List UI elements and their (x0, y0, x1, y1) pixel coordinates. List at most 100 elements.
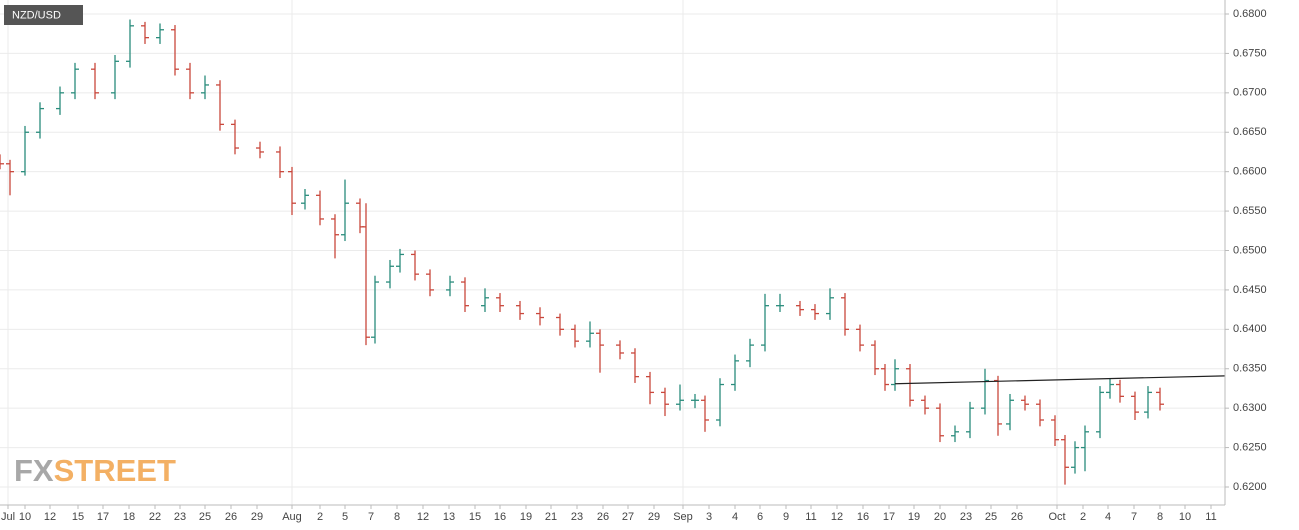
ohlc-bar (871, 340, 879, 376)
x-tick-label: 3 (706, 511, 712, 523)
ohlc-bar (994, 375, 1002, 436)
marks (0, 19, 1226, 485)
x-tick-label: Jul (1, 511, 15, 523)
ohlc-bar (1106, 378, 1114, 399)
ohlc-bar (536, 307, 544, 326)
y-tick-label: 0.6450 (1233, 284, 1267, 296)
x-tick-label: 7 (1131, 511, 1137, 523)
logo-prefix: FX (14, 453, 54, 488)
ohlc-bar (21, 125, 29, 176)
x-tick-label: 6 (757, 511, 763, 523)
ohlc-bar (796, 300, 804, 316)
y-tick-label: 0.6700 (1233, 87, 1267, 99)
ohlc-bar (841, 293, 849, 336)
x-tick-label: 12 (44, 511, 56, 523)
x-tick-label: 29 (648, 511, 660, 523)
x-tick-label: 15 (469, 511, 481, 523)
ohlc-bar (516, 300, 524, 320)
ohlc-bar (856, 324, 864, 352)
x-tick-label: 11 (1205, 511, 1216, 523)
ohlc-bar (231, 119, 239, 155)
ohlc-bar (216, 80, 224, 131)
y-tick-label: 0.6300 (1233, 402, 1267, 414)
ohlc-bar (921, 395, 929, 415)
ohlc-bar (761, 293, 769, 352)
ohlc-bar (276, 146, 284, 178)
ohlc-bar (481, 288, 489, 312)
ohlc-bar (396, 248, 404, 273)
ohlc-bar (171, 25, 179, 76)
ohlc-bar (426, 269, 434, 297)
ohlc-bar (362, 203, 370, 346)
ohlc-bar (1006, 393, 1014, 431)
x-tick-label: 21 (545, 511, 557, 523)
x-tick-label: 10 (1179, 511, 1191, 523)
ohlc-bar (881, 364, 889, 391)
ohlc-bar (36, 102, 44, 139)
x-tick-label: 12 (417, 511, 429, 523)
ohlc-bar (316, 190, 324, 226)
ohlc-bar (1096, 386, 1104, 439)
x-tick-label: 29 (251, 511, 263, 523)
ohlc-bar (411, 250, 419, 281)
logo-suffix: STREET (54, 453, 176, 488)
ohlc-bar (826, 288, 834, 320)
ohlc-bar (556, 313, 564, 336)
x-tick-label: 4 (732, 511, 738, 523)
ohlc-bar (186, 62, 194, 100)
x-tick-label: 19 (520, 511, 532, 523)
ohlc-bar (811, 304, 819, 320)
ohlc-bar (288, 166, 296, 216)
y-tick-label: 0.6500 (1233, 244, 1267, 256)
ohlc-bar (71, 62, 79, 100)
ohlc-bar (981, 368, 989, 415)
ohlc-bar (301, 189, 309, 210)
x-tick-label: 27 (622, 511, 634, 523)
x-tick-label: 11 (805, 511, 816, 523)
ohlc-bar (936, 403, 944, 443)
y-tick-label: 0.6200 (1233, 481, 1267, 493)
ohlc-bar (701, 395, 709, 432)
ohlc-bar (661, 387, 669, 417)
ohlc-bar (1081, 425, 1089, 472)
y-tick-label: 0.6800 (1233, 8, 1267, 20)
ohlc-bar (746, 338, 754, 368)
logo: FXSTREET (14, 453, 176, 488)
x-tick-label: 16 (494, 511, 506, 523)
x-tick-label: 23 (174, 511, 186, 523)
x-tick-label: 26 (225, 511, 237, 523)
x-tick-label: 2 (1080, 511, 1086, 523)
ohlc-bar (1116, 379, 1124, 403)
ohlc-bar (1144, 386, 1152, 419)
ohlc-bar (676, 384, 684, 411)
ohlc-bar (0, 154, 4, 170)
ohlc-bar (646, 371, 654, 405)
x-tick-label: Sep (673, 511, 693, 523)
y-tick-label: 0.6600 (1233, 166, 1267, 178)
ohlc-bar (691, 393, 699, 409)
ohlc-bar (906, 364, 914, 407)
x-tick-label: 12 (831, 511, 843, 523)
ohlc-bar (141, 21, 149, 44)
ohlc-bar (596, 329, 604, 373)
x-tick-label: 17 (97, 511, 109, 523)
x-tick-label: 16 (857, 511, 869, 523)
y-tick-label: 0.6350 (1233, 363, 1267, 375)
ohlc-bar (586, 321, 594, 348)
x-tick-label: Oct (1048, 511, 1065, 523)
x-tick-label: 25 (985, 511, 997, 523)
y-tick-label: 0.6550 (1233, 205, 1267, 217)
ohlc-bar (6, 159, 14, 196)
x-tick-label: 20 (934, 511, 946, 523)
x-tick-label: Aug (282, 511, 302, 523)
ohlc-bar (386, 259, 394, 289)
x-tick-label: 17 (883, 511, 895, 523)
ohlc-bar (1071, 441, 1079, 474)
x-tick-label: 15 (72, 511, 84, 523)
ohlc-bar (56, 86, 64, 115)
y-tick-label: 0.6750 (1233, 47, 1267, 59)
x-tick-label: 22 (149, 511, 161, 523)
